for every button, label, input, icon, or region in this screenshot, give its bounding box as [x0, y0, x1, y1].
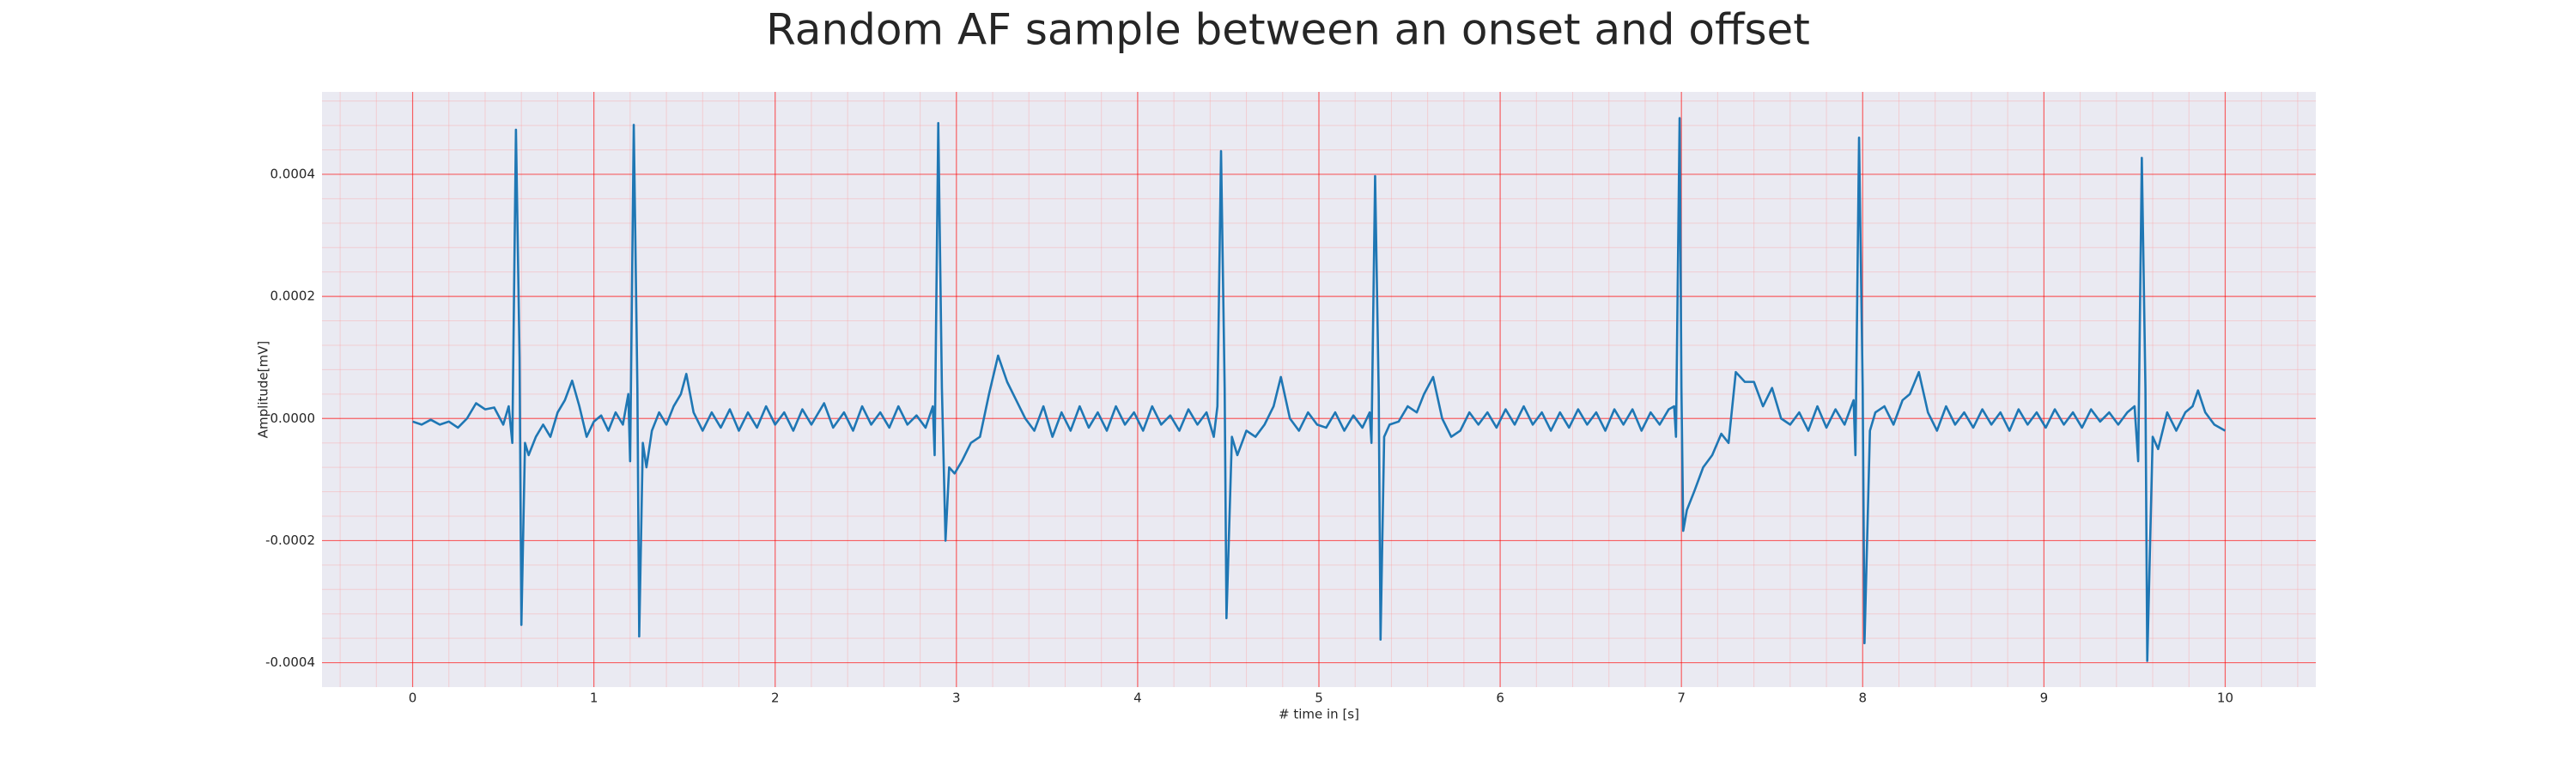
y-tick-label: -0.0002	[265, 533, 315, 548]
y-tick-label: 0.0002	[270, 289, 316, 304]
x-tick-label: 2	[771, 691, 780, 706]
y-tick-label: 0.0004	[270, 166, 316, 181]
signal-line	[412, 117, 2227, 662]
x-axis-label: # time in [s]	[1279, 707, 1359, 722]
chart-title: Random AF sample between an onset and of…	[766, 5, 1810, 55]
x-tick-label: 3	[952, 691, 961, 706]
x-tick-label: 6	[1496, 691, 1504, 706]
x-tick-label: 0	[409, 691, 417, 706]
x-tick-label: 9	[2040, 691, 2049, 706]
x-tick-label: 4	[1133, 691, 1142, 706]
x-tick-label: 10	[2217, 691, 2233, 706]
x-tick-label: 5	[1315, 691, 1323, 706]
x-tick-label: 7	[1677, 691, 1686, 706]
y-axis-label: Amplitude[mV]	[256, 341, 271, 438]
y-tick-label: 0.0000	[270, 411, 316, 426]
y-tick-label: -0.0004	[265, 654, 315, 670]
x-tick-label: 1	[590, 691, 598, 706]
x-tick-label: 8	[1858, 691, 1867, 706]
